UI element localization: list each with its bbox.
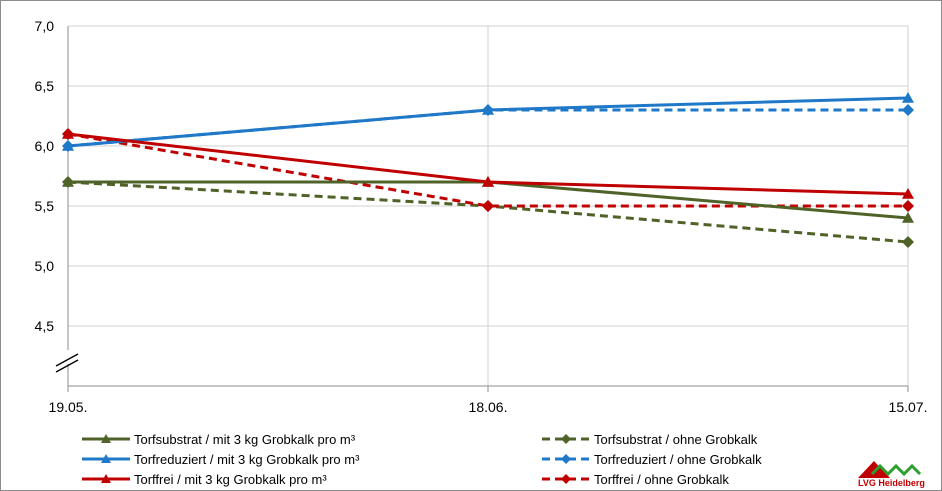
axes: 4,5 5,0 5,5 6,0 6,5 7,0 19.05. 18.06. 15.07. xyxy=(35,18,928,415)
legend-item: Torffrei / mit 3 kg Grobkalk pro m³ xyxy=(82,472,327,487)
y-tick-label: 5,5 xyxy=(35,198,55,214)
logo-green-wave xyxy=(870,463,922,477)
triangle-marker xyxy=(62,176,74,187)
legend-item: Torffrei / ohne Grobkalk xyxy=(542,472,729,487)
logo-text: LVG Heidelberg xyxy=(858,478,925,488)
legend-label: Torffrei / mit 3 kg Grobkalk pro m³ xyxy=(134,472,327,487)
diamond-marker xyxy=(561,434,571,444)
legend-item: Torfreduziert / ohne Grobkalk xyxy=(542,452,762,467)
diamond-marker xyxy=(482,200,494,212)
series-layer xyxy=(62,92,914,248)
y-tick-label: 4,5 xyxy=(35,318,55,334)
y-tick-label: 5,0 xyxy=(35,258,55,274)
x-tick-label: 15.07. xyxy=(889,399,928,415)
y-tick-label: 6,5 xyxy=(35,78,55,94)
diamond-marker xyxy=(561,474,571,484)
gridlines xyxy=(68,25,909,386)
legend-label: Torfsubstrat / ohne Grobkalk xyxy=(594,432,758,447)
legend-item: Torfreduziert / mit 3 kg Grobkalk pro m³ xyxy=(82,452,360,467)
legend-item: Torfsubstrat / mit 3 kg Grobkalk pro m³ xyxy=(82,432,356,447)
triangle-marker xyxy=(482,104,494,115)
x-tick-label: 19.05. xyxy=(49,399,88,415)
triangle-marker xyxy=(101,454,111,463)
lvg-logo: LVG Heidelberg xyxy=(858,461,925,488)
diamond-marker xyxy=(902,200,914,212)
logo-red-triangle xyxy=(858,461,890,478)
triangle-marker xyxy=(62,140,74,151)
triangle-marker xyxy=(482,176,494,187)
legend-label: Torffrei / ohne Grobkalk xyxy=(594,472,729,487)
axis-break-mark xyxy=(55,350,79,373)
x-tick-label: 18.06. xyxy=(469,399,508,415)
legend: Torfsubstrat / mit 3 kg Grobkalk pro m³ T… xyxy=(82,432,762,487)
legend-label: Torfreduziert / mit 3 kg Grobkalk pro m³ xyxy=(134,452,360,467)
legend-label: Torfsubstrat / mit 3 kg Grobkalk pro m³ xyxy=(134,432,356,447)
triangle-marker xyxy=(62,128,74,139)
triangle-marker xyxy=(902,188,914,199)
y-tick-label: 6,0 xyxy=(35,138,55,154)
triangle-marker xyxy=(101,474,111,483)
series-4 xyxy=(62,128,914,199)
y-tick-label: 7,0 xyxy=(35,18,55,34)
legend-item: Torfsubstrat / ohne Grobkalk xyxy=(542,432,758,447)
legend-label: Torfreduziert / ohne Grobkalk xyxy=(594,452,762,467)
diamond-marker xyxy=(902,104,914,116)
triangle-marker xyxy=(902,212,914,223)
series-2 xyxy=(62,92,914,151)
triangle-marker xyxy=(902,92,914,103)
diamond-marker xyxy=(902,236,914,248)
triangle-marker xyxy=(101,434,111,443)
diamond-marker xyxy=(561,454,571,464)
